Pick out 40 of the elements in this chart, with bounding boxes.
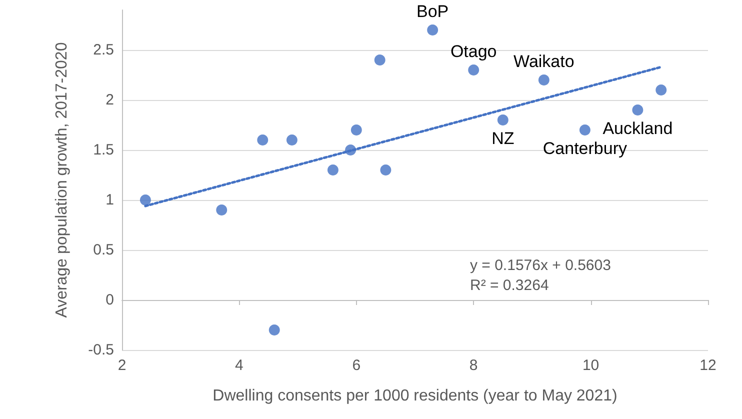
- point: [374, 54, 386, 66]
- x-axis-title: Dwelling consents per 1000 residents (year to May 2021): [212, 388, 618, 404]
- annotation: R² = 0.3264: [470, 277, 549, 294]
- point: [579, 124, 590, 136]
- y-tick-label: 1.5: [93, 142, 114, 158]
- annotation: Canterbury: [542, 139, 628, 158]
- point: [538, 74, 550, 86]
- point: [140, 194, 151, 206]
- y-tick-label: 2.5: [93, 42, 114, 58]
- point: [216, 204, 228, 216]
- x-tick-label: 6: [352, 357, 361, 374]
- y-tick-label: 2: [106, 92, 114, 108]
- annotation: NZ: [492, 129, 514, 148]
- point: [497, 114, 508, 126]
- point: [350, 124, 362, 136]
- point: [345, 144, 356, 156]
- point: [380, 164, 392, 176]
- annotation: Waikato: [514, 52, 574, 71]
- x-tick-label: 10: [582, 357, 600, 374]
- point: [257, 134, 268, 146]
- y-tick-label: 0.5: [93, 242, 114, 258]
- point: [327, 164, 338, 176]
- point: [656, 84, 667, 96]
- annotation: Otago: [450, 42, 497, 61]
- point: [632, 104, 644, 116]
- y-tick-label: 1: [106, 192, 114, 208]
- annotation: y = 0.1576x + 0.5603: [470, 257, 611, 274]
- y-axis-title: Average population growth, 2017-2020: [54, 42, 70, 318]
- x-tick-label: 4: [235, 357, 244, 374]
- y-tick-label: 0: [106, 292, 114, 308]
- point: [286, 134, 298, 146]
- point: [468, 64, 480, 76]
- x-tick-label: 2: [118, 357, 126, 374]
- annotation: BoP: [416, 2, 449, 21]
- point: [427, 24, 438, 36]
- x-tick-label: 8: [469, 357, 478, 374]
- x-tick-label: 12: [700, 357, 716, 374]
- y-tick-label: -0.5: [88, 342, 114, 358]
- point: [268, 324, 280, 336]
- annotation: Auckland: [602, 119, 673, 138]
